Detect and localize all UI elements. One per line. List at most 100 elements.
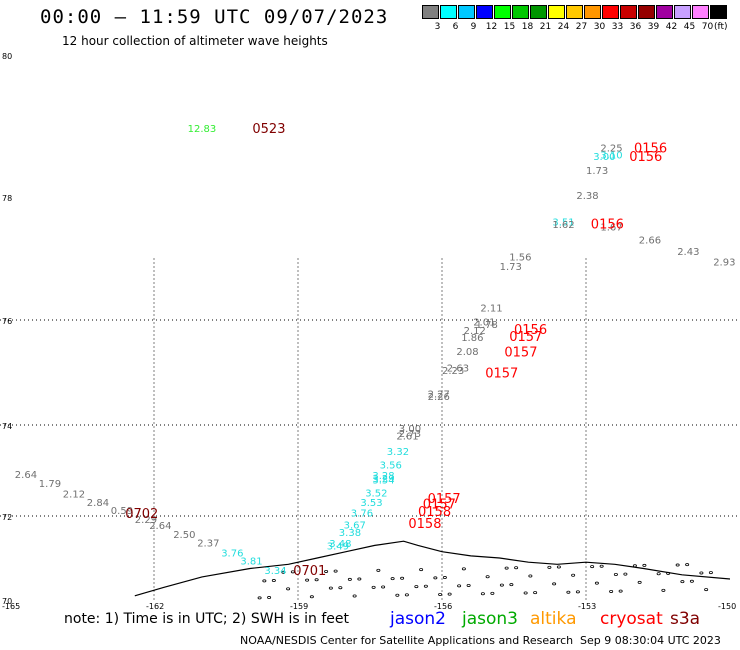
pass-time-label: 0157: [423, 497, 456, 512]
lake-shape: [499, 583, 504, 587]
wave-height-label: 3.00: [593, 152, 615, 163]
wave-height-label: 2.27: [428, 390, 450, 401]
scale-swatch: [584, 5, 601, 19]
lake-shape: [257, 596, 262, 600]
lake-shape: [599, 564, 604, 568]
wave-height-label: 2.01: [473, 318, 495, 329]
scale-label: 27: [575, 22, 588, 32]
lake-shape: [556, 565, 561, 569]
lake-shape: [333, 569, 338, 573]
lake-shape: [642, 563, 647, 567]
wave-height-label: 1.78: [476, 320, 498, 331]
longitude-label: -150: [718, 602, 736, 611]
lake-shape: [699, 571, 704, 575]
lake-shape: [381, 585, 386, 589]
lake-shape: [704, 588, 709, 592]
page-title: 00:00 – 11:59 UTC 09/07/2023: [40, 6, 389, 28]
wave-height-label: 3.00: [399, 424, 421, 435]
lake-shape: [618, 589, 623, 593]
wave-height-label: 2.64: [15, 470, 37, 481]
lake-shape: [447, 592, 452, 596]
lake-shape: [328, 586, 333, 590]
lake-shape: [609, 589, 614, 593]
wave-height-label: 3.54: [372, 476, 394, 487]
wave-height-label: 3.48: [329, 539, 351, 550]
scale-swatch: [656, 5, 673, 19]
lake-shape: [347, 577, 352, 581]
lake-shape: [575, 590, 580, 594]
lake-shape: [442, 576, 447, 580]
pass-time-label: 0523: [252, 122, 285, 137]
scale-label: 39: [647, 22, 660, 32]
satellite-legend-item: s3a: [670, 609, 701, 629]
lake-shape: [504, 566, 509, 570]
lake-shape: [656, 572, 661, 576]
longitude-label: -156: [434, 602, 452, 611]
axis-labels: 80 78 76 74 72 70-165 -162 -159 -156 -153 -150: [2, 52, 736, 611]
lake-shape: [689, 579, 694, 583]
wave-height-label: 1.67: [600, 223, 622, 234]
scale-label: 45: [683, 22, 696, 32]
scale-swatch: [620, 5, 637, 19]
satellite-legend-item: altika: [530, 609, 577, 629]
lake-shape: [514, 566, 519, 570]
wave-height-labels: 12.832.253.103.001.732.383.511.62 1.672.6…: [15, 124, 736, 577]
latitude-label: 76: [2, 317, 12, 326]
wave-height-label: 2.43: [677, 247, 699, 258]
longitude-label: -159: [290, 602, 308, 611]
lake-shape: [523, 591, 528, 595]
lake-shape: [290, 570, 295, 574]
scale-label: 3: [434, 22, 441, 32]
wave-height-label: 2.25: [600, 143, 622, 154]
latitude-label: 78: [2, 194, 12, 203]
wave-height-label: 1.79: [39, 479, 61, 490]
scale-unit: (ft): [714, 22, 728, 32]
longitude-label: -165: [2, 602, 20, 611]
wave-height-label: 2.61: [396, 431, 418, 442]
lake-shape: [485, 575, 490, 579]
latitude-label: 74: [2, 422, 12, 431]
scale-swatch: [440, 5, 457, 19]
scale-swatch: [548, 5, 565, 19]
wave-height-label: 3.29: [372, 474, 394, 485]
wave-height-label: 2.37: [197, 538, 219, 549]
scale-label: 70: [701, 22, 714, 32]
pass-time-label: 0701: [293, 564, 326, 579]
pass-time-label: 0702: [125, 507, 158, 522]
lake-shape: [547, 565, 552, 569]
lake-shape: [490, 591, 495, 595]
scale-swatch: [458, 5, 475, 19]
lake-shape: [623, 572, 628, 576]
lake-shape: [457, 584, 462, 588]
wave-height-label: 3.32: [387, 447, 409, 458]
wave-height-label: 3.67: [344, 520, 366, 531]
lake-shape: [594, 581, 599, 585]
lake-shape: [423, 584, 428, 588]
wave-height-label: 2.93: [713, 258, 735, 269]
lake-shape: [433, 576, 438, 580]
wave-height-label: 3.53: [360, 498, 382, 509]
scale-swatch: [512, 5, 529, 19]
lake-shape: [438, 593, 443, 597]
lake-shape: [590, 565, 595, 569]
latitude-label: 70: [2, 597, 12, 606]
wave-height-label: 2.11: [480, 304, 502, 315]
wave-height-label: 2.38: [576, 191, 598, 202]
pass-time-label: 0157: [509, 330, 542, 345]
pass-time-label: 0158: [418, 505, 451, 520]
lat-lon-grid: [0, 258, 740, 600]
scale-label: 18: [521, 22, 534, 32]
wave-height-label: 2.23: [442, 366, 464, 377]
credit-text: NOAA/NESDIS Center for Satellite Applica…: [240, 634, 574, 647]
longitude-label: -162: [146, 602, 164, 611]
page-subtitle: 12 hour collection of altimeter wave hei…: [62, 34, 328, 48]
wave-height-label: 0.59: [111, 506, 133, 517]
lake-shape: [566, 590, 571, 594]
satellite-legend-item: jason3: [462, 609, 518, 629]
satellite-legend-item: cryosat: [600, 609, 663, 629]
lake-shape: [708, 571, 713, 575]
wave-height-label: 1.86: [461, 333, 483, 344]
pass-time-label: 0156: [591, 217, 624, 232]
scale-label: 6: [452, 22, 459, 32]
wave-height-label: 3.34: [264, 566, 286, 577]
